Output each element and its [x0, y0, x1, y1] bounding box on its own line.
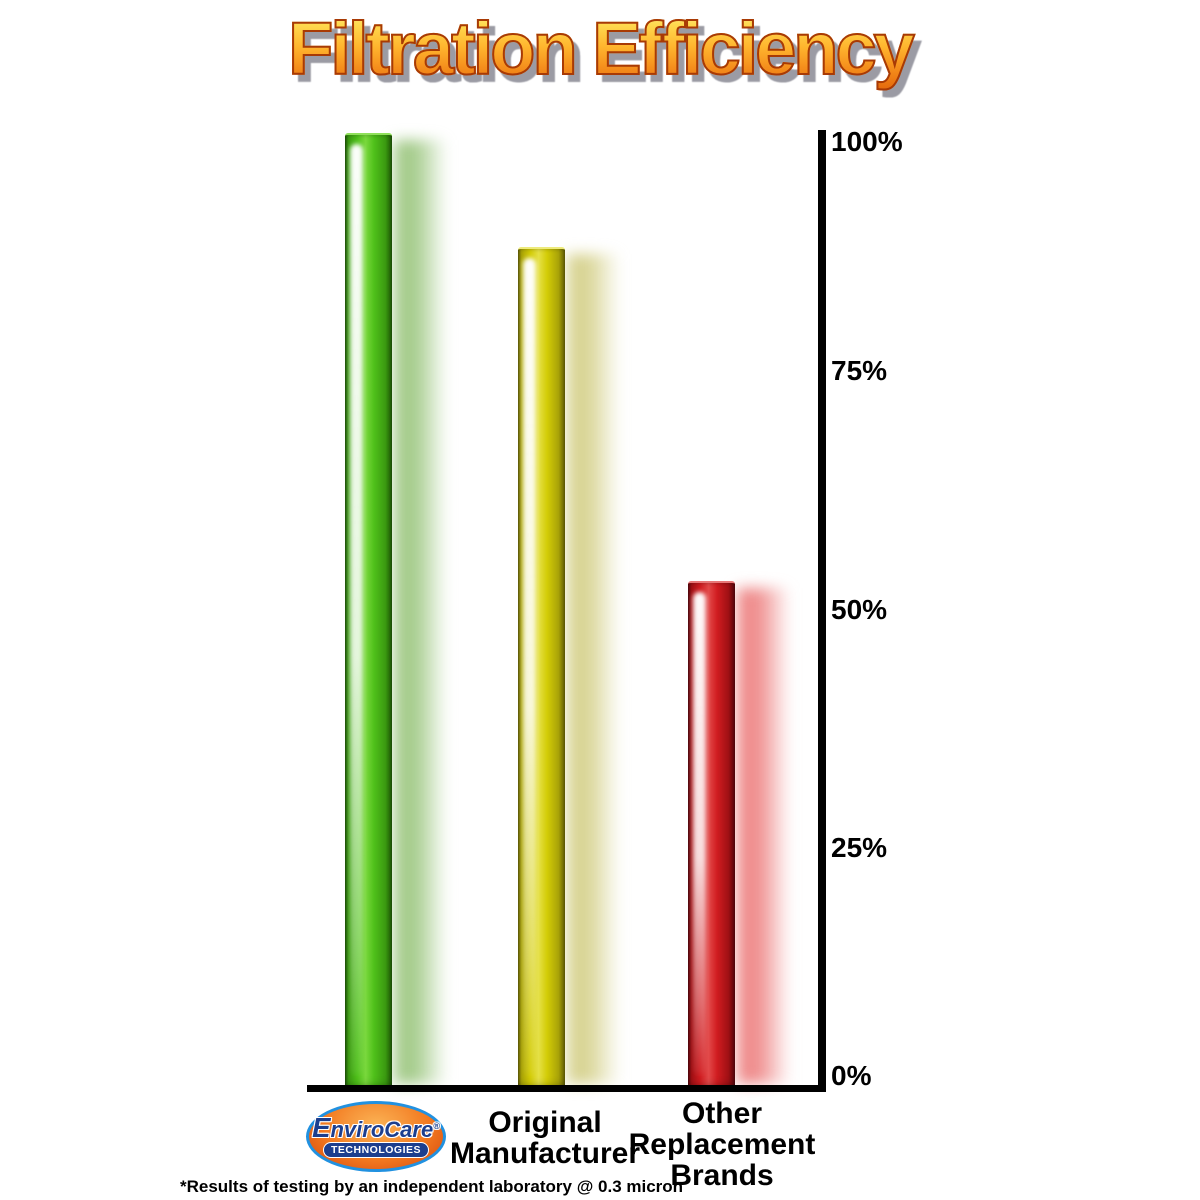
category-label-envirocare: EnviroCare® TECHNOLOGIES	[306, 1101, 446, 1172]
registered-trademark: ®	[433, 1120, 440, 1131]
y-axis-line	[818, 130, 826, 1090]
bar-shadow-envirocare	[394, 140, 452, 1084]
y-tick-label-100: 100%	[831, 126, 903, 157]
y-tick-label-0: 0%	[831, 1060, 872, 1091]
category-label-other-replacement-brands: Other Replacement Brands	[617, 1098, 827, 1191]
chart-title: Filtration Efficiency	[0, 6, 1200, 91]
bar-original-manufacturer	[518, 247, 565, 1088]
envirocare-logo: EnviroCare® TECHNOLOGIES	[306, 1101, 446, 1172]
category-label-line: Original	[488, 1106, 602, 1139]
y-tick-label-75: 75%	[831, 355, 888, 387]
logo-brand-word: EnviroCare	[312, 1112, 434, 1144]
y-tick-label-25: 25%	[831, 831, 888, 863]
footnote: *Results of testing by an independent la…	[180, 1177, 684, 1196]
logo-technologies-banner: TECHNOLOGIES	[322, 1142, 429, 1159]
category-label-original-manufacturer: Original Manufacturer	[440, 1107, 650, 1169]
bar-other-replacement-brands	[688, 580, 735, 1088]
logo-brand-text: EnviroCare®	[312, 1115, 440, 1141]
category-label-line: Brands	[670, 1159, 774, 1192]
bar-envirocare	[345, 133, 392, 1088]
category-label-line: Manufacturer	[449, 1137, 641, 1170]
category-label-line: Replacement	[628, 1128, 816, 1161]
bar-shadow-other-replacement-brands	[737, 587, 795, 1084]
category-label-line: Other	[681, 1097, 762, 1130]
x-axis-line	[307, 1085, 826, 1092]
y-tick-label-50: 50%	[831, 593, 888, 625]
bar-shadow-original-manufacturer	[567, 254, 625, 1084]
